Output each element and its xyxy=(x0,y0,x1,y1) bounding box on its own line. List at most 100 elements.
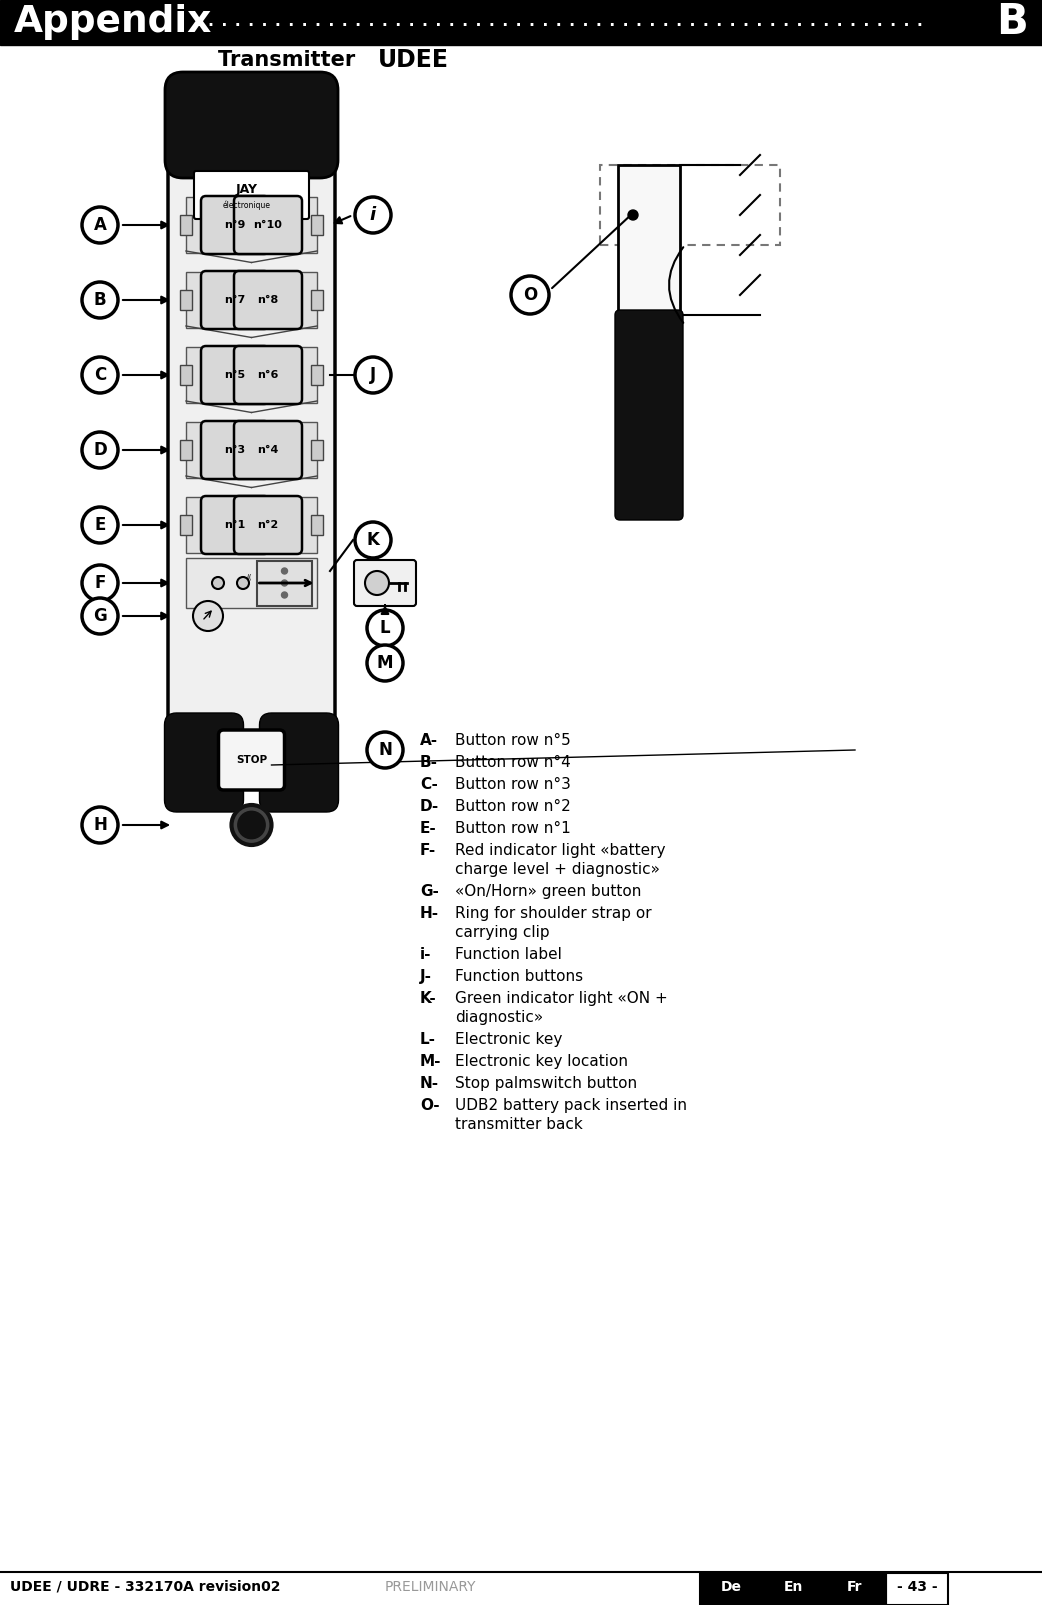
FancyBboxPatch shape xyxy=(201,271,269,329)
Bar xyxy=(311,440,323,461)
Circle shape xyxy=(281,579,288,586)
Text: D-: D- xyxy=(420,799,440,814)
Circle shape xyxy=(82,599,118,634)
FancyBboxPatch shape xyxy=(165,713,244,812)
Bar xyxy=(187,498,317,554)
Bar xyxy=(180,215,192,234)
Text: «On/Horn» green button: «On/Horn» green button xyxy=(455,884,642,899)
Text: N: N xyxy=(378,742,392,759)
Circle shape xyxy=(628,210,638,220)
Text: Button row n°3: Button row n°3 xyxy=(455,777,571,791)
Text: L: L xyxy=(379,620,391,637)
FancyBboxPatch shape xyxy=(234,496,302,554)
Circle shape xyxy=(355,522,391,559)
Text: H-: H- xyxy=(420,905,439,921)
FancyBboxPatch shape xyxy=(201,496,269,554)
Text: F: F xyxy=(95,575,105,592)
FancyBboxPatch shape xyxy=(354,560,416,607)
Text: n°2: n°2 xyxy=(257,520,278,530)
Text: A-: A- xyxy=(420,733,438,748)
Circle shape xyxy=(355,356,391,393)
Bar xyxy=(600,165,780,246)
FancyBboxPatch shape xyxy=(234,271,302,329)
Circle shape xyxy=(511,276,549,315)
Bar xyxy=(824,1573,886,1605)
Circle shape xyxy=(82,507,118,542)
Text: charge level + diagnostic»: charge level + diagnostic» xyxy=(455,862,660,876)
Text: E: E xyxy=(95,515,105,534)
Text: i-: i- xyxy=(420,947,431,961)
FancyBboxPatch shape xyxy=(234,347,302,404)
Text: D: D xyxy=(93,441,107,459)
FancyBboxPatch shape xyxy=(201,196,269,254)
Bar xyxy=(886,1573,948,1605)
Text: n°10: n°10 xyxy=(253,220,282,230)
Text: n°7: n°7 xyxy=(224,295,246,305)
FancyBboxPatch shape xyxy=(165,72,338,178)
Circle shape xyxy=(355,197,391,233)
Bar xyxy=(0,0,1042,45)
Text: A: A xyxy=(94,217,106,234)
Circle shape xyxy=(365,571,389,595)
Text: B: B xyxy=(996,2,1028,43)
FancyBboxPatch shape xyxy=(234,421,302,478)
Text: ((: (( xyxy=(246,573,251,579)
Text: Button row n°1: Button row n°1 xyxy=(455,822,571,836)
Text: C: C xyxy=(94,366,106,384)
Text: Function label: Function label xyxy=(455,947,562,961)
Text: De: De xyxy=(720,1579,742,1594)
Circle shape xyxy=(212,578,224,589)
Text: .......................................................: ........................................… xyxy=(192,11,927,30)
Bar xyxy=(311,364,323,385)
Text: UDEE: UDEE xyxy=(378,48,449,72)
Text: O-: O- xyxy=(420,1098,440,1112)
Text: G-: G- xyxy=(420,884,439,899)
Text: n°6: n°6 xyxy=(257,371,278,380)
Circle shape xyxy=(367,610,403,645)
Text: n°3: n°3 xyxy=(224,445,246,454)
Text: J-: J- xyxy=(420,969,432,984)
Text: STOP: STOP xyxy=(235,754,267,766)
Text: n°4: n°4 xyxy=(257,445,278,454)
Bar xyxy=(886,1573,948,1605)
Text: M: M xyxy=(377,653,393,672)
Text: Electronic key: Electronic key xyxy=(455,1032,563,1046)
Bar xyxy=(700,1573,762,1605)
Text: Fr: Fr xyxy=(847,1579,863,1594)
Text: Button row n°2: Button row n°2 xyxy=(455,799,571,814)
Text: JAY: JAY xyxy=(235,183,257,196)
Text: J: J xyxy=(370,366,376,384)
Text: L-: L- xyxy=(420,1032,436,1046)
Text: n°8: n°8 xyxy=(257,295,278,305)
Text: Appendix: Appendix xyxy=(14,5,213,40)
Text: Electronic key location: Electronic key location xyxy=(455,1054,628,1069)
FancyBboxPatch shape xyxy=(201,347,269,404)
Bar xyxy=(762,1573,824,1605)
Text: C-: C- xyxy=(420,777,438,791)
Text: B-: B- xyxy=(420,754,438,770)
Text: n°5: n°5 xyxy=(224,371,246,380)
Circle shape xyxy=(367,645,403,681)
Circle shape xyxy=(82,432,118,469)
Circle shape xyxy=(367,732,403,769)
Circle shape xyxy=(82,207,118,242)
Text: N-: N- xyxy=(420,1075,439,1091)
Circle shape xyxy=(193,600,223,631)
Text: - 43 -: - 43 - xyxy=(897,1579,938,1594)
Circle shape xyxy=(82,565,118,600)
Bar xyxy=(311,215,323,234)
Bar xyxy=(187,559,317,608)
Text: K-: K- xyxy=(420,990,437,1006)
Bar xyxy=(256,562,312,607)
Bar xyxy=(762,1573,824,1605)
Circle shape xyxy=(239,812,265,838)
Bar xyxy=(180,291,192,310)
Bar xyxy=(824,1573,886,1605)
Bar xyxy=(187,197,317,254)
Bar xyxy=(187,271,317,327)
Text: transmitter back: transmitter back xyxy=(455,1117,582,1132)
FancyBboxPatch shape xyxy=(259,713,339,812)
Text: UDEE / UDRE - 332170A revision02: UDEE / UDRE - 332170A revision02 xyxy=(10,1579,280,1594)
Text: i: i xyxy=(370,205,376,225)
Text: O: O xyxy=(523,286,537,303)
